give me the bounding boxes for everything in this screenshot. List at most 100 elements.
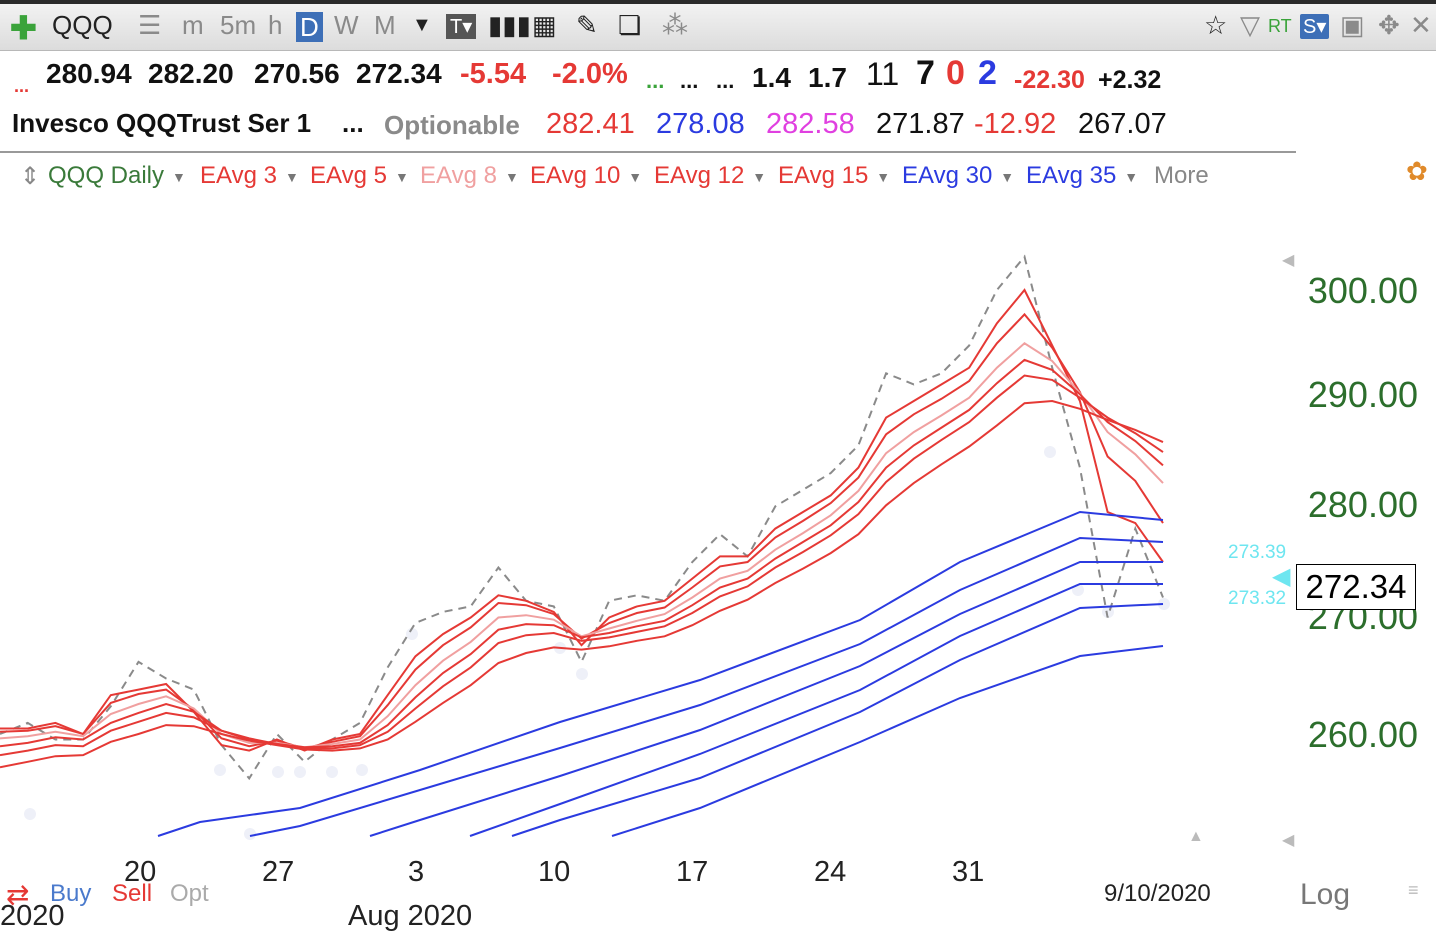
folder-icon[interactable]: ❏ — [618, 10, 642, 40]
quote-v8: +2.32 — [1098, 66, 1162, 94]
quote-separator — [0, 151, 1296, 153]
date-label: 9/10/2020 — [1104, 880, 1211, 907]
legend-label: QQQ Daily — [48, 162, 165, 189]
symbol-label[interactable]: QQQ — [52, 10, 113, 40]
chevron-down-icon: ▼ — [876, 168, 891, 185]
star-icon[interactable]: ☆ — [1204, 10, 1228, 40]
chevron-down-icon: ▼ — [1124, 168, 1139, 185]
quote-low: 270.56 — [254, 58, 340, 89]
legend-item-eavg-30[interactable]: EAvg 30 ▼ — [902, 162, 1014, 190]
quote-row-2: Invesco QQQTrust Ser 1 ... Optionable 28… — [0, 104, 1300, 148]
chevron-down-icon: ▼ — [172, 168, 186, 185]
quote-p4: 271.87 — [876, 108, 965, 140]
legend-item-eavg-10[interactable]: EAvg 10 ▼ — [530, 162, 642, 190]
quote-v7: -22.30 — [1014, 66, 1085, 94]
year-label: 2020 — [0, 900, 65, 932]
add-icon[interactable]: ✚ — [10, 10, 37, 46]
y-tick-280: 280.00 — [1307, 484, 1418, 525]
triangle-up-icon[interactable]: ▲ — [1188, 828, 1204, 845]
y-tick-300: 300.00 — [1307, 270, 1418, 311]
save-icon[interactable]: ▣ — [1340, 10, 1365, 40]
buy-button[interactable]: Buy — [50, 880, 92, 907]
s-button[interactable]: S▾ — [1300, 14, 1330, 39]
scroll-up-icon[interactable]: ◀ — [1282, 252, 1295, 269]
legend-item-eavg-15[interactable]: EAvg 15 ▼ — [778, 162, 890, 190]
ghost-dot — [214, 764, 226, 776]
timeframe-m[interactable]: m — [182, 10, 204, 40]
quote-p3: 282.58 — [766, 108, 855, 140]
legend-item-eavg-5[interactable]: EAvg 5 ▼ — [310, 162, 409, 190]
realtime-label[interactable]: RT — [1268, 16, 1292, 36]
y-tick-260: 260.00 — [1307, 714, 1418, 755]
filter-icon[interactable]: ▽ — [1240, 10, 1260, 40]
legend-label: EAvg 30 — [902, 162, 993, 189]
timeframe-w[interactable]: W — [334, 10, 359, 40]
text-icon[interactable]: T▾ — [446, 14, 477, 39]
sell-button[interactable]: Sell — [112, 880, 153, 907]
legend-more-button[interactable]: More — [1154, 162, 1209, 189]
timeframe-m-monthly[interactable]: M — [374, 10, 396, 40]
ghost-dot — [294, 766, 306, 778]
x-tick-20: 20 — [124, 856, 157, 888]
quote-p1: 282.41 — [546, 108, 635, 140]
x-tick-31: 31 — [952, 856, 985, 888]
chevron-down-icon: ▼ — [284, 168, 299, 185]
ghost-dot — [1044, 446, 1056, 458]
legend-label: EAvg 3 — [200, 162, 277, 189]
palette-icon[interactable]: ✿ — [1406, 156, 1428, 186]
blue-ma-line-2 — [249, 536, 1164, 837]
calendar-icon[interactable]: ▦ — [532, 10, 557, 40]
legend-drag-icon[interactable]: ⇕ — [20, 163, 41, 190]
legend-item-eavg-12[interactable]: EAvg 12 ▼ — [654, 162, 766, 190]
quote-v6: 2 — [978, 54, 997, 92]
ghost-dot — [1158, 598, 1170, 610]
pencil-icon[interactable]: ✎ — [576, 10, 598, 40]
quote-v4: 7 — [916, 54, 935, 92]
share-icon[interactable]: ⁂ — [662, 10, 688, 40]
timeframe-d[interactable]: D — [296, 12, 323, 42]
quote-high: 282.20 — [148, 58, 234, 89]
legend-item-eavg-35[interactable]: EAvg 35 ▼ — [1026, 162, 1138, 190]
close-icon[interactable]: ✕ — [1410, 10, 1432, 40]
chevron-down-icon: ▼ — [752, 168, 767, 185]
scroll-down-icon[interactable]: ◀ — [1282, 832, 1295, 849]
log-toggle[interactable]: Log — [1300, 878, 1351, 911]
legend-item-eavg-8[interactable]: EAvg 8 ▼ — [420, 162, 519, 190]
move-icon[interactable]: ✥ — [1378, 10, 1400, 40]
legend-label: EAvg 35 — [1026, 162, 1117, 189]
opt-button[interactable]: Opt — [170, 880, 209, 907]
bar-chart-icon[interactable]: ▮▮▮ — [488, 10, 531, 40]
quote-dots-1: ... — [680, 68, 699, 93]
quote-last: 272.34 — [356, 58, 442, 89]
ghost-dot — [356, 764, 368, 776]
x-tick-3: 3 — [408, 856, 425, 888]
security-name: Invesco QQQTrust Ser 1 — [12, 108, 312, 138]
month-label: Aug 2020 — [348, 900, 473, 932]
quote-p6: 267.07 — [1078, 108, 1167, 140]
x-tick-24: 24 — [814, 856, 847, 888]
legend-label: EAvg 5 — [310, 162, 387, 189]
chevron-down-icon[interactable]: ▼ — [412, 14, 432, 36]
legend-item-qqq-daily[interactable]: QQQ Daily ▼ — [48, 162, 186, 190]
blue-ma-line-6 — [611, 645, 1164, 837]
last-price-box: 272.34 — [1296, 564, 1416, 610]
series-line-qqq-daily — [0, 254, 1164, 781]
series-line-eavg-15 — [0, 399, 1164, 769]
blue-ma-line-4 — [469, 583, 1163, 837]
menu-icon[interactable]: ≡ — [1408, 880, 1419, 900]
swap-icon[interactable]: ⇄ — [6, 879, 30, 910]
quote-dots-2: ... — [716, 68, 735, 93]
timeframe-5m[interactable]: 5m — [220, 10, 257, 40]
list-icon[interactable]: ☰ — [138, 10, 162, 40]
y-tick-290: 290.00 — [1307, 374, 1418, 415]
ghost-dot — [24, 808, 36, 820]
timeframe-h[interactable]: h — [268, 10, 283, 40]
quote-change: -5.54 — [460, 58, 527, 90]
last-price-arrow-icon: ◀ — [1272, 563, 1291, 590]
optionable-label: Optionable — [384, 110, 520, 140]
series-line-eavg-12 — [0, 374, 1164, 757]
ghost-dot — [576, 668, 588, 680]
marker-upper: 273.39 — [1228, 542, 1287, 563]
legend-item-eavg-3[interactable]: EAvg 3 ▼ — [200, 162, 299, 190]
